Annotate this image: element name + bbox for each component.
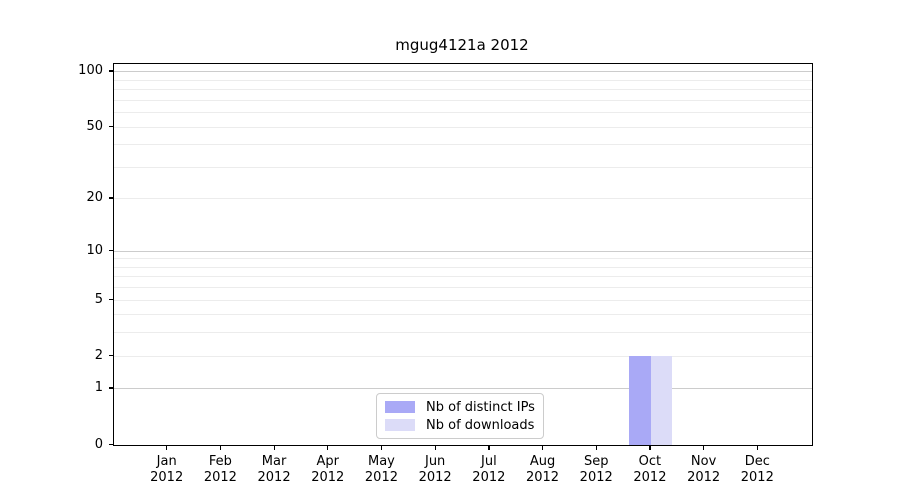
gridline-y-1 [114,388,812,390]
gridline-y-60 [114,112,812,114]
legend-swatch-downloads-icon [385,419,415,431]
gridline-y-2 [114,355,812,357]
x-axis-tick-label-dec: Dec 2012 [725,454,789,486]
y-axis-tick-label-100: 100 [78,63,103,79]
y-axis-tick-label-5: 5 [94,291,103,307]
x-axis-tick-nov [703,445,705,450]
x-axis-tick-mar [273,445,275,450]
x-axis-tick-label-apr: Apr 2012 [296,454,360,486]
gridline-y-9 [114,258,812,260]
gridline-y-7 [114,276,812,278]
x-axis-tick-label-jul: Jul 2012 [457,454,521,486]
x-axis-tick-label-feb: Feb 2012 [188,454,252,486]
x-axis-tick-feb [219,445,222,450]
x-tick-year: 2012 [150,470,184,485]
gridline-y-30 [114,166,812,168]
y-axis-tick-label-50: 50 [86,118,103,134]
y-axis-tick-label-1: 1 [94,380,103,396]
x-axis-tick-label-sep: Sep 2012 [564,454,628,486]
chart-title: mgug4121a 2012 [395,36,529,54]
x-tick-month: May [368,454,395,469]
x-axis-tick-label-may: May 2012 [349,454,413,486]
gridline-y-10 [114,250,812,252]
y-axis-tick-2 [109,354,113,356]
x-axis-tick-jul [488,445,490,450]
x-axis-tick-apr [327,445,329,450]
y-axis-tick-label-2: 2 [94,347,103,363]
x-tick-month: Feb [208,454,232,469]
gridline-y-90 [114,79,812,81]
x-tick-year: 2012 [311,470,345,485]
x-tick-year: 2012 [525,470,560,485]
y-axis-tick-label-20: 20 [86,190,103,206]
x-tick-month: Dec [744,454,770,469]
legend-label-distinct-ips: Nb of distinct IPs [426,399,535,415]
gridline-y-70 [114,99,812,101]
legend-label-downloads: Nb of downloads [426,417,535,433]
x-tick-month: Aug [529,454,556,469]
x-axis-tick-label-jan: Jan 2012 [135,454,199,486]
x-axis-tick-jan [166,445,168,450]
x-tick-year: 2012 [472,470,506,485]
gridline-y-5 [114,299,812,301]
x-tick-month: Nov [690,454,717,469]
y-axis-tick-5 [109,298,113,300]
bar-downloads-oct [650,356,673,445]
legend: Nb of distinct IPs Nb of downloads [376,393,544,439]
y-axis-tick-label-0: 0 [94,436,103,452]
x-tick-year: 2012 [633,470,667,485]
y-axis-tick-0 [109,443,113,445]
gridline-y-3 [114,332,812,334]
y-axis-tick-label-10: 10 [86,242,103,258]
x-tick-year: 2012 [364,470,398,485]
x-axis-tick-label-mar: Mar 2012 [242,454,306,486]
x-tick-year: 2012 [687,470,721,485]
x-tick-year: 2012 [740,470,774,485]
x-tick-month: Oct [638,454,662,469]
legend-item-downloads: Nb of downloads [385,418,535,433]
x-axis-tick-label-aug: Aug 2012 [511,454,575,486]
x-axis-tick-label-oct: Oct 2012 [618,454,682,486]
gridline-y-100 [114,71,812,73]
x-tick-year: 2012 [257,470,291,485]
y-axis-tick-10 [109,249,113,251]
legend-swatch-distinct-ips-icon [385,401,415,413]
y-axis-tick-50 [109,125,113,127]
bar-distinct-ips-oct [629,356,651,445]
x-tick-year: 2012 [418,470,452,485]
x-axis-tick-dec [756,445,758,450]
x-tick-month: Apr [316,454,340,469]
x-tick-month: Sep [583,454,609,469]
x-axis-tick-sep [595,445,597,450]
x-axis-tick-jun [434,445,436,450]
x-axis-tick-label-nov: Nov 2012 [672,454,736,486]
x-axis-tick-oct [649,445,651,450]
gridline-y-8 [114,266,812,268]
x-tick-month: Mar [261,454,287,469]
gridline-y-4 [114,314,812,316]
x-axis-tick-may [380,445,383,450]
x-axis-tick-label-jun: Jun 2012 [403,454,467,486]
x-tick-month: Jan [156,454,177,469]
gridline-y-50 [114,126,812,128]
plot-area [113,63,813,446]
gridline-y-40 [114,144,812,146]
legend-item-distinct-ips: Nb of distinct IPs [385,400,535,415]
gridline-y-6 [114,287,812,289]
gridline-y-80 [114,89,812,91]
x-tick-month: Jul [481,454,497,469]
x-tick-month: Jun [424,454,446,469]
x-tick-year: 2012 [579,470,613,485]
x-axis-tick-aug [542,445,544,450]
gridline-y-20 [114,198,812,200]
x-tick-year: 2012 [203,470,237,485]
y-axis-tick-20 [109,197,113,199]
y-axis-tick-1 [109,387,113,389]
y-axis-tick-100 [109,70,113,72]
